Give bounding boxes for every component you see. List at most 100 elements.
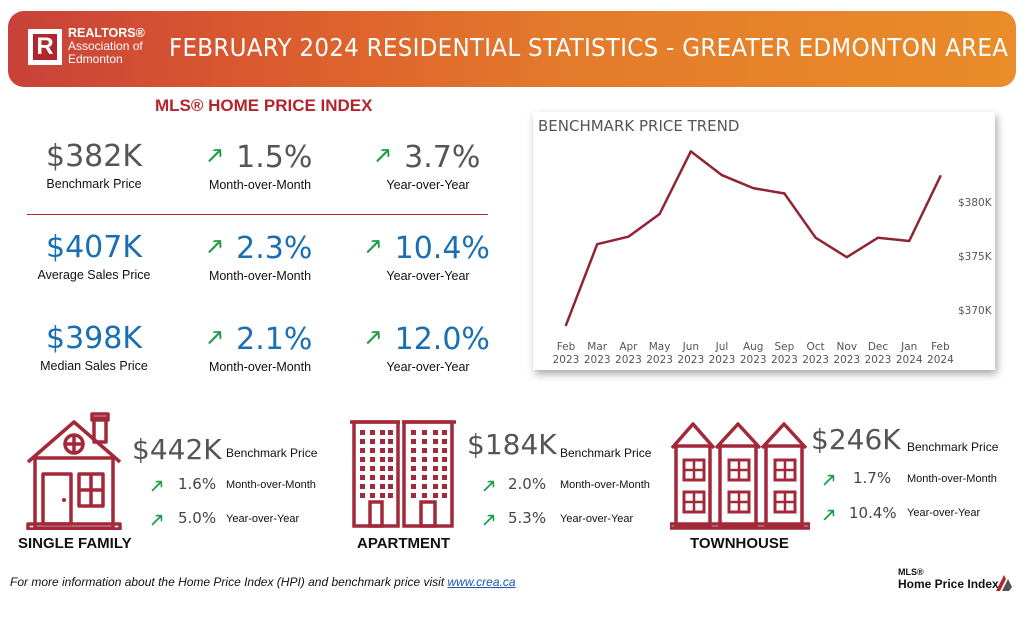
apartment-mom-label: Month-over-Month <box>560 479 650 491</box>
benchmark-mom-stat: 🡕 1.5% Month-over-Month <box>190 140 330 193</box>
association-logo-text: REALTORS® Association of Edmonton <box>68 27 145 66</box>
hpi-logo: MLS® Home Price Index <box>898 567 1012 591</box>
data-point <box>627 235 630 238</box>
average-yoy-stat: 🡕 10.4% Year-over-Year <box>358 231 498 284</box>
benchmark-yoy-stat: 🡕 3.7% Year-over-Year <box>358 140 498 193</box>
apartment-yoy: 5.3% <box>508 509 547 527</box>
average-mom-stat: 🡕 2.3% Month-over-Month <box>190 231 330 284</box>
up-arrow-icon: 🡕 <box>366 235 381 260</box>
data-point <box>845 255 848 259</box>
apartment-mom: 2.0% <box>508 475 547 493</box>
house-icon <box>26 412 122 530</box>
average-mom-value: 2.3% <box>236 231 313 266</box>
x-tick-month: May <box>649 341 671 353</box>
benchmark-yoy-value: 3.7% <box>404 140 481 175</box>
single-family-yoy: 5.0% <box>178 509 217 527</box>
x-tick-month: Jan <box>900 341 917 353</box>
hpi-logo-mls: MLS® <box>898 567 924 577</box>
benchmark-trend-chart: BENCHMARK PRICE TREND $370K $375K $380K Feb… <box>533 112 995 370</box>
benchmark-price-label: Benchmark Price <box>46 177 142 191</box>
data-point <box>752 186 755 190</box>
average-yoy-label: Year-over-Year <box>386 269 470 283</box>
median-yoy-value: 12.0% <box>394 322 490 357</box>
up-arrow-icon: 🡕 <box>375 144 391 169</box>
footer-note: For more information about the Home Pric… <box>10 575 516 589</box>
x-tick-year: 2023 <box>677 354 704 366</box>
x-tick-month: Mar <box>587 341 607 353</box>
single-family-yoy-label: Year-over-Year <box>226 513 300 525</box>
median-price-label: Median Sales Price <box>40 359 148 373</box>
up-arrow-icon: 🡕 <box>823 505 835 525</box>
up-arrow-icon: 🡕 <box>151 476 163 496</box>
up-arrow-icon: 🡕 <box>483 476 495 496</box>
median-yoy-stat: 🡕 12.0% Year-over-Year <box>358 322 498 375</box>
average-price-stat: $407K Average Sales Price <box>28 230 160 283</box>
x-tick-month: Jul <box>715 341 729 353</box>
single-family-label: Benchmark Price <box>226 446 318 460</box>
crea-link[interactable]: www.crea.ca <box>447 575 516 589</box>
x-tick-year: 2023 <box>615 354 642 366</box>
x-tick-year: 2023 <box>553 354 580 366</box>
data-point <box>939 175 942 178</box>
logo-line-3: Edmonton <box>68 52 123 66</box>
data-point <box>783 192 786 195</box>
benchmark-price-stat: $382K Benchmark Price <box>30 140 158 192</box>
x-tick-year: 2023 <box>771 354 798 366</box>
x-tick-month: Oct <box>807 341 825 353</box>
x-tick-year: 2023 <box>740 354 767 366</box>
median-price-stat: $398K Median Sales Price <box>30 321 158 374</box>
up-arrow-icon: 🡕 <box>151 510 163 530</box>
benchmark-yoy-label: Year-over-Year <box>386 178 470 192</box>
data-point <box>720 173 724 177</box>
trend-chart-svg: $370K$375K$380KFeb2023Mar2023Apr2023May2… <box>553 150 993 366</box>
x-tick-year: 2024 <box>896 354 923 366</box>
data-point <box>564 323 568 327</box>
average-yoy-value: 10.4% <box>394 231 490 266</box>
x-tick-year: 2023 <box>709 354 736 366</box>
apartment-building-icon <box>350 420 456 528</box>
median-mom-stat: 🡕 2.1% Month-over-Month <box>190 322 330 375</box>
hpi-logo-text: Home Price Index <box>898 577 999 591</box>
townhouse-value: $246K <box>811 423 901 456</box>
hpi-section-title: MLS® HOME PRICE INDEX <box>155 96 373 115</box>
section-divider <box>27 214 488 215</box>
logo-line-1: REALTORS® <box>68 26 145 40</box>
y-tick-label: $380K <box>958 197 993 209</box>
apartment-value: $184K <box>467 428 557 461</box>
townhouse-title: TOWNHOUSE <box>690 535 789 552</box>
logo-letter: R <box>33 34 57 60</box>
up-arrow-icon: 🡕 <box>207 144 223 169</box>
x-tick-month: Dec <box>868 341 889 353</box>
y-tick-label: $375K <box>958 251 993 263</box>
page-title: FEBRUARY 2024 RESIDENTIAL STATISTICS - G… <box>168 33 1008 62</box>
up-arrow-icon: 🡕 <box>207 326 223 351</box>
x-tick-year: 2024 <box>927 354 954 366</box>
average-price-value: $407K <box>45 230 143 265</box>
realtors-logo-icon: R <box>28 29 62 65</box>
x-tick-year: 2023 <box>584 354 611 366</box>
townhouse-mom: 1.7% <box>853 469 892 487</box>
x-tick-month: Feb <box>931 341 950 353</box>
data-point <box>814 236 817 239</box>
header-banner: R REALTORS® Association of Edmonton FEBR… <box>8 11 1016 87</box>
data-point <box>658 212 661 216</box>
apartment-yoy-label: Year-over-Year <box>560 513 634 525</box>
x-tick-year: 2023 <box>802 354 829 366</box>
townhouse-yoy: 10.4% <box>849 504 897 522</box>
x-tick-year: 2023 <box>646 354 673 366</box>
apartment-label: Benchmark Price <box>560 446 652 460</box>
benchmark-mom-value: 1.5% <box>236 140 313 175</box>
x-tick-year: 2023 <box>865 354 892 366</box>
benchmark-mom-label: Month-over-Month <box>208 178 312 192</box>
x-tick-year: 2023 <box>833 354 860 366</box>
single-family-title: SINGLE FAMILY <box>18 535 132 552</box>
townhouse-label: Benchmark Price <box>907 440 999 454</box>
x-tick-month: Apr <box>619 341 638 353</box>
median-price-value: $398K <box>45 321 143 356</box>
chart-title: BENCHMARK PRICE TREND <box>538 117 740 135</box>
up-arrow-icon: 🡕 <box>207 235 223 260</box>
average-price-label: Average Sales Price <box>37 268 151 282</box>
data-point <box>908 239 911 243</box>
x-tick-month: Feb <box>557 341 576 353</box>
data-point <box>596 243 599 246</box>
